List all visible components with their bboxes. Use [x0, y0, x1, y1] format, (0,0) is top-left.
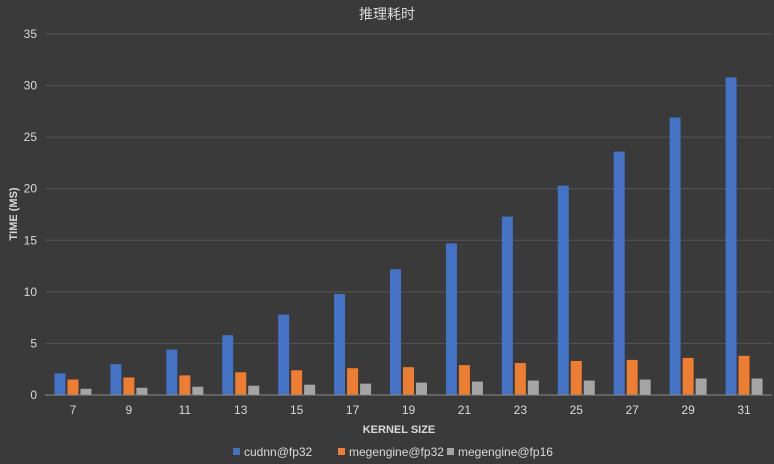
bar-megengine-fp32: [123, 377, 135, 395]
axes: 0 5 10 15 20 25 30 35 7 9 11 13 15 17 19 21 23 25 27 29 31: [24, 27, 772, 417]
bar-megengine-fp16: [639, 379, 651, 395]
x-tick-label: 19: [402, 403, 416, 417]
bar-megengine-fp16: [527, 380, 539, 395]
bar-megengine-fp32: [458, 365, 470, 395]
y-tick-label: 20: [24, 182, 38, 196]
bar-megengine-fp32: [682, 357, 694, 395]
bar-megengine-fp32: [67, 379, 79, 395]
x-tick-label: 11: [179, 403, 192, 417]
legend-label: cudnn@fp32: [244, 445, 313, 459]
bar-megengine-fp32: [626, 359, 638, 395]
y-tick-label: 15: [24, 233, 38, 247]
bar-cudnn-fp32: [613, 151, 625, 395]
bar-cudnn-fp32: [725, 77, 737, 395]
x-tick-label: 21: [458, 403, 472, 417]
bar-megengine-fp16: [248, 385, 260, 395]
legend-label: megengine@fp16: [458, 445, 553, 459]
bar-cudnn-fp32: [501, 216, 513, 395]
bar-cudnn-fp32: [445, 243, 457, 395]
bar-cudnn-fp32: [222, 335, 234, 395]
bar-megengine-fp32: [403, 367, 414, 395]
bar-megengine-fp32: [347, 368, 359, 395]
x-tick-label: 31: [737, 403, 751, 417]
bar-cudnn-fp32: [278, 314, 290, 395]
bar-cudnn-fp32: [166, 349, 178, 395]
y-tick-label: 25: [24, 130, 38, 144]
bar-megengine-fp16: [416, 382, 427, 395]
bar-megengine-fp32: [291, 370, 303, 395]
x-tick-label: 9: [126, 403, 133, 417]
legend: cudnn@fp32 megengine@fp32 megengine@fp16: [233, 445, 553, 459]
y-tick-label: 5: [30, 336, 37, 350]
x-tick-label: 29: [681, 403, 695, 417]
bar-cudnn-fp32: [54, 373, 66, 395]
bar-megengine-fp32: [179, 375, 191, 395]
y-tick-label: 0: [30, 388, 37, 402]
bars: [54, 77, 763, 395]
bar-cudnn-fp32: [557, 185, 569, 395]
bar-cudnn-fp32: [669, 117, 681, 395]
bar-megengine-fp16: [471, 381, 483, 395]
y-axis-title: TIME (MS): [8, 187, 20, 240]
y-tick-label: 35: [24, 27, 38, 41]
chart-title: 推理耗时: [359, 6, 415, 22]
x-tick-label: 15: [290, 403, 304, 417]
bar-megengine-fp16: [360, 383, 372, 395]
bar-megengine-fp16: [192, 386, 204, 395]
bar-cudnn-fp32: [110, 364, 122, 395]
bar-megengine-fp32: [738, 355, 750, 395]
bar-cudnn-fp32: [334, 293, 346, 395]
x-tick-label: 17: [346, 403, 360, 417]
bar-megengine-fp16: [695, 378, 707, 395]
bar-megengine-fp32: [514, 363, 526, 395]
x-tick-label: 13: [234, 403, 248, 417]
x-tick-label: 25: [570, 403, 584, 417]
bar-megengine-fp16: [583, 380, 595, 395]
x-tick-label: 27: [626, 403, 640, 417]
bar-megengine-fp32: [235, 372, 247, 395]
legend-swatch: [447, 448, 454, 455]
x-tick-label: 23: [514, 403, 528, 417]
x-axis-title: KERNEL SIZE: [363, 424, 436, 436]
y-tick-label: 10: [24, 285, 38, 299]
legend-swatch: [233, 448, 240, 455]
bar-megengine-fp16: [304, 384, 316, 395]
bar-megengine-fp16: [751, 378, 763, 395]
gridlines: [45, 33, 772, 396]
bar-megengine-fp16: [80, 388, 92, 395]
bar-megengine-fp16: [136, 387, 148, 395]
bar-cudnn-fp32: [390, 269, 401, 395]
legend-swatch: [338, 448, 345, 455]
y-tick-label: 30: [24, 79, 38, 93]
legend-label: megengine@fp32: [349, 445, 444, 459]
bar-megengine-fp32: [570, 360, 582, 395]
x-tick-label: 7: [70, 403, 77, 417]
